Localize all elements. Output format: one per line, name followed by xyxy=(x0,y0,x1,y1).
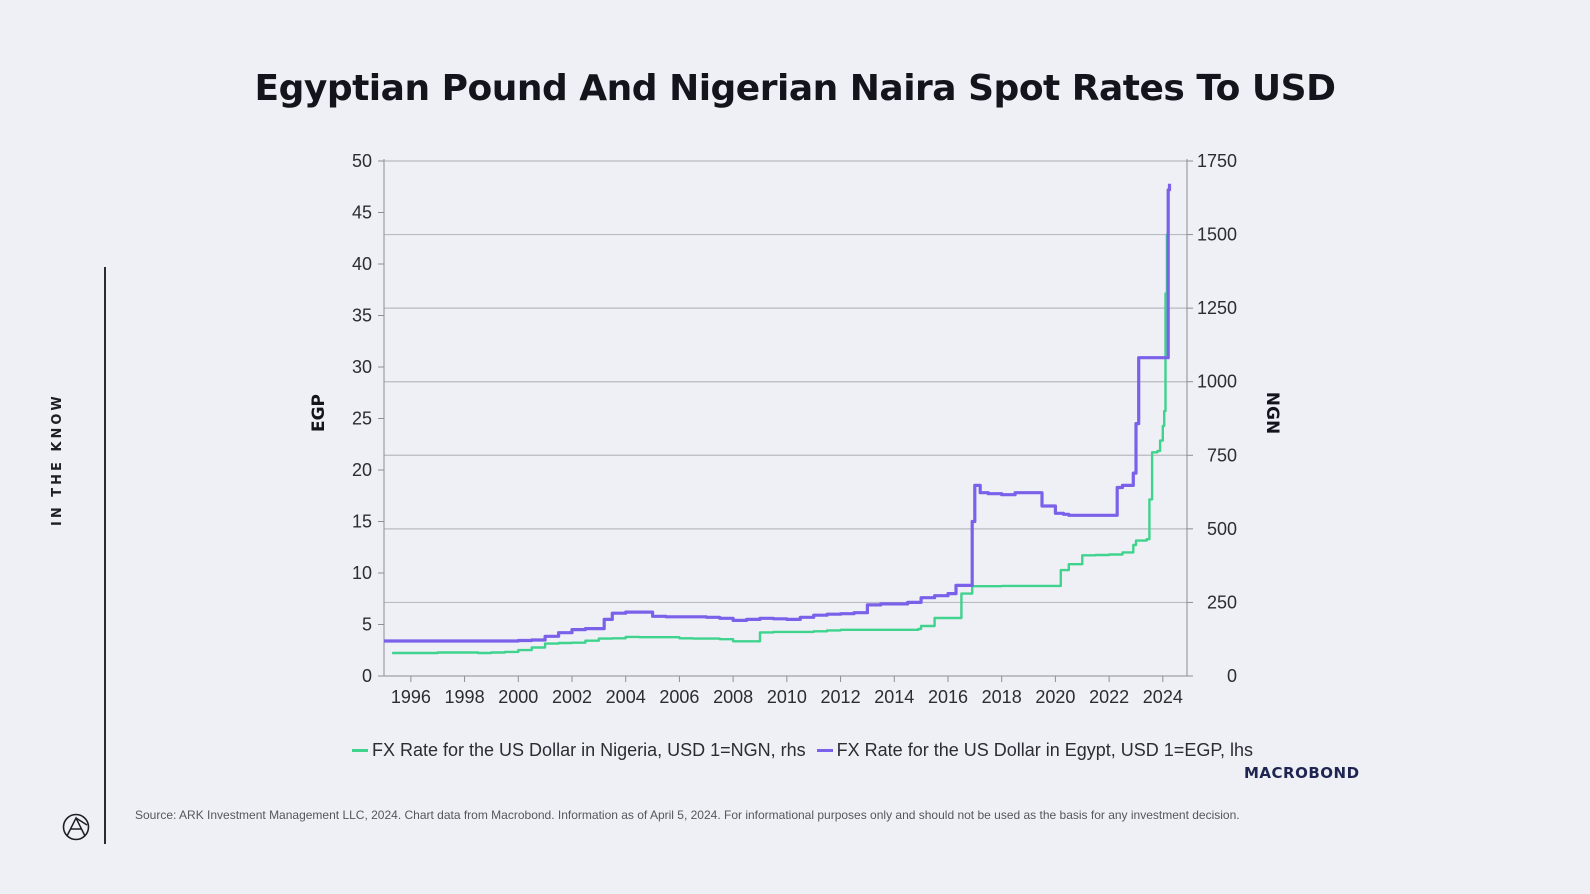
y-tick-right-label: 250 xyxy=(1207,592,1237,612)
x-tick-label: 2002 xyxy=(552,687,592,707)
y-tick-right-label: 750 xyxy=(1207,445,1237,465)
legend-label-nigeria: FX Rate for the US Dollar in Nigeria, US… xyxy=(372,740,806,760)
series-line-nigeria xyxy=(392,211,1170,655)
y-tick-right-label: 500 xyxy=(1207,519,1237,539)
legend-item-nigeria: FX Rate for the US Dollar in Nigeria, US… xyxy=(352,740,806,761)
series-line-egypt xyxy=(384,183,1172,643)
y-tick-right-label: 1500 xyxy=(1197,225,1237,245)
ark-logo-icon xyxy=(62,813,90,841)
y-tick-left-label: 0 xyxy=(362,666,372,686)
macrobond-logo: Macrobond xyxy=(1244,764,1360,782)
chart-title: Egyptian Pound And Nigerian Naira Spot R… xyxy=(254,68,1336,109)
y-tick-left-label: 25 xyxy=(352,409,372,429)
x-tick-label: 2008 xyxy=(713,687,753,707)
x-tick-label: 2000 xyxy=(498,687,538,707)
y-tick-right-label: 0 xyxy=(1227,666,1237,686)
y-tick-left-label: 20 xyxy=(352,460,372,480)
y-tick-right-label: 1000 xyxy=(1197,372,1237,392)
series-lines xyxy=(384,183,1172,655)
x-tick-label: 2016 xyxy=(928,687,968,707)
x-tick-label: 2024 xyxy=(1143,687,1183,707)
legend-swatch-nigeria xyxy=(352,749,368,752)
y-tick-left-label: 30 xyxy=(352,357,372,377)
x-tick-label: 1996 xyxy=(391,687,431,707)
legend-label-egypt: FX Rate for the US Dollar in Egypt, USD … xyxy=(836,740,1254,760)
y-tick-left-label: 35 xyxy=(352,306,372,326)
axes: 0510152025303540455002505007501000125015… xyxy=(352,151,1237,707)
y-tick-left-label: 40 xyxy=(352,254,372,274)
grid-lines xyxy=(384,160,1187,604)
x-tick-label: 2020 xyxy=(1035,687,1075,707)
legend-swatch-egypt xyxy=(816,749,833,752)
side-divider xyxy=(104,267,106,844)
x-tick-label: 2004 xyxy=(606,687,646,707)
y-tick-left-label: 5 xyxy=(362,615,372,635)
y-tick-left-label: 10 xyxy=(352,563,372,583)
y-tick-left-label: 50 xyxy=(352,151,372,171)
y-axis-label-left: EGP xyxy=(309,394,329,432)
y-tick-right-label: 1750 xyxy=(1197,151,1237,171)
x-tick-label: 2022 xyxy=(1089,687,1129,707)
x-tick-label: 1998 xyxy=(445,687,485,707)
legend-item-egypt: FX Rate for the US Dollar in Egypt, USD … xyxy=(816,740,1254,761)
x-tick-label: 2012 xyxy=(821,687,861,707)
y-tick-right-label: 1250 xyxy=(1197,298,1237,318)
x-tick-label: 2018 xyxy=(982,687,1022,707)
y-tick-left-label: 15 xyxy=(352,512,372,532)
source-note: Source: ARK Investment Management LLC, 2… xyxy=(135,808,1240,822)
x-tick-label: 2006 xyxy=(659,687,699,707)
y-axis-label-right: NGN xyxy=(1262,392,1282,434)
legend: FX Rate for the US Dollar in Nigeria, US… xyxy=(352,736,1259,761)
x-tick-label: 2010 xyxy=(767,687,807,707)
y-tick-left-label: 45 xyxy=(352,203,372,223)
x-tick-label: 2014 xyxy=(874,687,914,707)
